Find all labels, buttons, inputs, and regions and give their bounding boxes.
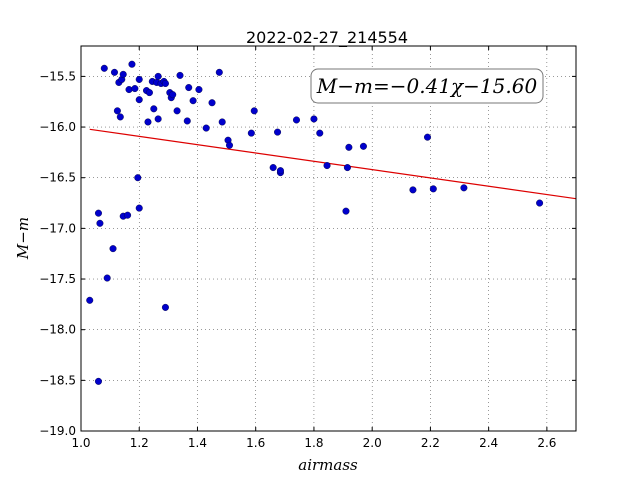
plot-frame	[80, 45, 577, 432]
data-point	[202, 124, 210, 132]
y-tick-label: −16.5	[39, 171, 76, 185]
data-point	[276, 167, 284, 175]
data-point	[345, 143, 353, 151]
data-point	[218, 118, 226, 126]
y-tick-label: −18.0	[39, 323, 76, 337]
chart-title: 2022-02-27_214554	[246, 28, 408, 48]
data-point	[124, 211, 132, 219]
data-point	[145, 89, 153, 97]
data-point	[176, 71, 184, 79]
x-axis-label: airmass	[298, 456, 358, 474]
x-tick-label: 1.4	[188, 436, 207, 450]
x-tick-label: 1.0	[71, 436, 90, 450]
data-point	[310, 115, 318, 123]
data-point	[128, 60, 136, 68]
data-point	[86, 296, 94, 304]
y-tick-label: −16.0	[39, 120, 76, 134]
data-point	[116, 113, 124, 121]
data-point	[250, 107, 258, 115]
data-point	[96, 219, 104, 227]
data-point	[359, 142, 367, 150]
fit-line-layer	[89, 128, 577, 200]
data-point	[150, 105, 158, 113]
fit-annotation: M−m=−0.41χ−15.60	[310, 68, 544, 104]
data-point	[215, 68, 223, 76]
y-axis-label: M−m	[14, 217, 32, 260]
data-point	[125, 86, 133, 94]
data-point	[135, 75, 143, 83]
y-tick-label: −15.5	[39, 69, 76, 83]
x-tick-label: 2.6	[537, 436, 556, 450]
data-point	[429, 185, 437, 193]
data-point	[323, 162, 331, 170]
data-point	[343, 164, 351, 172]
annotation-text: M−m=−0.41χ−15.60	[316, 74, 538, 98]
data-point	[189, 97, 197, 105]
data-point	[135, 204, 143, 212]
data-point	[103, 274, 111, 282]
fit-line	[89, 128, 577, 200]
annotation-box	[310, 68, 544, 104]
data-point	[225, 141, 233, 149]
data-point	[161, 79, 169, 87]
data-point	[94, 377, 102, 385]
data-point	[113, 107, 121, 115]
data-point	[100, 64, 108, 72]
data-point	[409, 186, 417, 194]
data-point	[195, 86, 203, 94]
data-point	[135, 96, 143, 104]
x-tick-label: 2.0	[363, 436, 382, 450]
axis-ticks: 1.0 1.2 1.4 1.6 1.8 2.0 2.2 2.4 2.6 −15.5 −16.0 −16…	[39, 46, 576, 450]
data-point	[424, 133, 432, 141]
grid-lines	[81, 46, 576, 432]
data-point	[169, 91, 177, 99]
data-point	[460, 184, 468, 192]
data-point	[183, 117, 191, 125]
data-point	[247, 129, 255, 137]
data-point	[185, 84, 193, 92]
data-point	[94, 209, 102, 217]
y-tick-label: −17.5	[39, 272, 76, 286]
data-point	[154, 72, 162, 80]
data-point	[536, 199, 544, 207]
data-point	[144, 118, 152, 126]
data-point	[316, 129, 324, 137]
data-point	[134, 174, 142, 182]
x-tick-label: 1.6	[246, 436, 265, 450]
data-point	[119, 70, 127, 78]
data-point	[208, 99, 216, 107]
data-point	[161, 303, 169, 311]
data-point	[292, 116, 300, 124]
data-point	[173, 107, 181, 115]
y-tick-label: −17.0	[39, 221, 76, 235]
y-tick-label: −19.0	[39, 424, 76, 438]
data-point	[342, 207, 350, 215]
x-tick-label: 1.8	[304, 436, 323, 450]
x-tick-label: 1.2	[130, 436, 149, 450]
x-tick-label: 2.4	[479, 436, 498, 450]
data-point	[274, 128, 282, 136]
data-point	[154, 115, 162, 123]
x-tick-label: 2.2	[421, 436, 440, 450]
data-point	[269, 164, 277, 172]
data-point	[110, 68, 118, 76]
data-point	[131, 85, 139, 93]
data-point	[109, 245, 117, 253]
data-points	[86, 60, 544, 385]
y-tick-label: −18.5	[39, 373, 76, 387]
